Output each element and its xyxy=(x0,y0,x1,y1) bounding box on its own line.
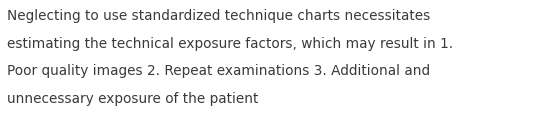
Text: estimating the technical exposure factors, which may result in 1.: estimating the technical exposure factor… xyxy=(7,37,453,51)
Text: Poor quality images 2. Repeat examinations 3. Additional and: Poor quality images 2. Repeat examinatio… xyxy=(7,64,430,78)
Text: unnecessary exposure of the patient: unnecessary exposure of the patient xyxy=(7,92,258,106)
Text: Neglecting to use standardized technique charts necessitates: Neglecting to use standardized technique… xyxy=(7,9,430,23)
